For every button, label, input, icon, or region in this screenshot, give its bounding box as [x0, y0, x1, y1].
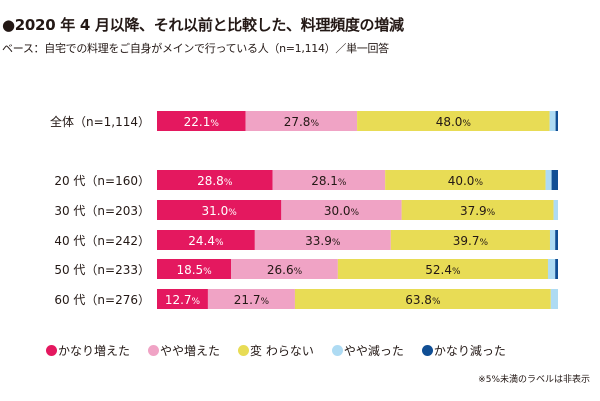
legend-item: 変 わらない: [238, 342, 314, 359]
category-label: 60 代（n=276）: [54, 293, 150, 307]
bar-segment: [401, 200, 554, 220]
data-label: 27.8%: [284, 115, 320, 129]
data-label: 18.5%: [176, 263, 212, 277]
legend-label: かなり増えた: [58, 344, 131, 358]
category-label: 40 代（n=242）: [54, 234, 150, 248]
data-label: 12.7%: [165, 293, 201, 307]
bar-segment: [545, 170, 552, 190]
legend-item: かなり増えた: [46, 342, 130, 359]
data-label: 33.9%: [305, 234, 341, 248]
bar-segment: [547, 259, 556, 279]
bar-segment: [254, 230, 391, 250]
legend-label: 変 わらない: [250, 344, 314, 358]
data-label: 21.7%: [234, 293, 270, 307]
data-label: 24.4%: [188, 234, 224, 248]
legend-item: やや増えた: [148, 342, 220, 359]
bar-segment: [555, 111, 558, 131]
data-label: 30.0%: [324, 204, 360, 218]
bar-segment: [157, 230, 255, 250]
chart-title: ●2020 年 4 月以降、それ以前と比較した、料理頻度の増減: [2, 16, 404, 34]
data-label: 52.4%: [425, 263, 461, 277]
bar-segment: [231, 259, 338, 279]
bar-segment: [549, 111, 556, 131]
legend-label: やや減った: [343, 344, 404, 358]
legend: かなり増えた やや増えた 変 わらない やや減った かなり減った: [46, 342, 506, 359]
legend-label: やや増えた: [160, 344, 221, 358]
legend-dot-icon: [421, 345, 433, 356]
bar-segment: [245, 111, 358, 131]
legend-dot-icon: [46, 345, 57, 356]
chart-subtitle: ベース：自宅での料理をご自身がメインで行っている人（n=1,114）／単一回答: [2, 42, 389, 55]
category-label: 30 代（n=203）: [54, 204, 150, 218]
bar-segment: [390, 230, 550, 250]
bar-segment: [294, 289, 551, 309]
data-label: 28.1%: [311, 174, 347, 188]
bar-segment: [337, 259, 548, 279]
data-label: 26.6%: [267, 263, 303, 277]
category-label: 20 代（n=160）: [54, 174, 150, 188]
bar-segment: [157, 289, 208, 309]
bar-segment: [555, 259, 558, 279]
footnote: ※5%未満のラベルは非表示: [478, 375, 590, 385]
legend-dot-icon: [148, 345, 160, 356]
bar-segment: [553, 200, 558, 220]
legend-label: かなり減った: [433, 344, 506, 358]
bar-segment: [157, 170, 273, 190]
bar-segment: [555, 230, 558, 250]
data-label: 63.8%: [405, 293, 441, 307]
data-label: 22.1%: [184, 115, 220, 129]
legend-item: やや減った: [331, 342, 404, 359]
category-label: 50 代（n=233）: [54, 263, 150, 277]
bar-segment: [551, 170, 558, 190]
bar-segment: [385, 170, 546, 190]
bar-segment: [157, 259, 232, 279]
bar-segment: [207, 289, 295, 309]
bar-segment: [550, 289, 558, 309]
bar-segment: [272, 170, 386, 190]
legend-item: かなり減った: [421, 342, 506, 359]
data-label: 40.0%: [448, 174, 484, 188]
legend-dot-icon: [331, 345, 343, 356]
bar-segment: [281, 200, 402, 220]
bar-segment: [357, 111, 550, 131]
data-label: 28.8%: [197, 174, 233, 188]
data-label: 48.0%: [436, 115, 472, 129]
category-label: 全体（n=1,114）: [50, 114, 150, 129]
data-label: 31.0%: [202, 204, 238, 218]
legend-dot-icon: [238, 345, 250, 356]
bar-segment: [157, 200, 282, 220]
data-label: 37.9%: [460, 204, 496, 218]
data-label: 39.7%: [453, 234, 489, 248]
bar-segment: [549, 230, 556, 250]
bar-segment: [157, 111, 246, 131]
